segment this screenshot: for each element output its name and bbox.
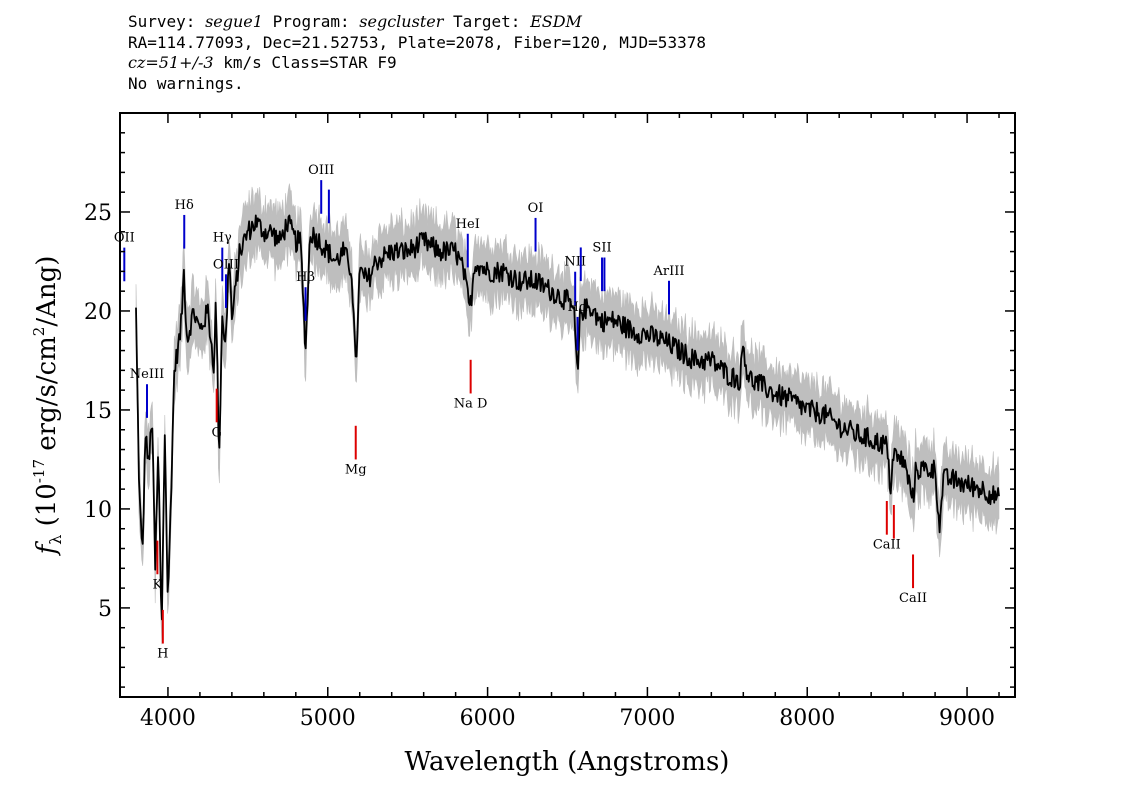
line-label-caii-23: CaII xyxy=(899,591,927,606)
line-label-k-16: K xyxy=(153,577,163,592)
y-tick-label-5: 5 xyxy=(98,597,112,622)
line-label-sii-13: SII xyxy=(592,241,611,256)
y-axis-label: fλ (10-17 erg/s/cm2/Ang) xyxy=(30,256,65,557)
header-warnings: No warnings. xyxy=(128,73,244,93)
ylabel-exp: -17 xyxy=(30,459,48,483)
line-label-h-5: Hβ xyxy=(296,270,315,285)
spectral-line-markers: OII NeIII Hδ Hγ OIII Hβ OIII HeI OI NII Hα SII ArIII… xyxy=(114,163,927,661)
line-label-hei-8: HeI xyxy=(456,217,480,232)
x-tick-label-9000: 9000 xyxy=(939,706,995,731)
survey-label: Survey: xyxy=(128,12,196,31)
flux-line xyxy=(135,214,1000,621)
line-label-h-11: Hα xyxy=(568,300,588,315)
y-tick-label-10: 10 xyxy=(84,498,112,523)
line-label-neiii-1: NeIII xyxy=(130,367,164,382)
x-tick-label-5000: 5000 xyxy=(300,706,356,731)
survey-value: segue1 xyxy=(205,12,263,31)
header-line-1: Survey: segue1 Program: segcluster Targe… xyxy=(128,12,706,33)
ylabel-lambda: λ xyxy=(46,535,65,545)
error-band-area xyxy=(135,183,1000,645)
error-band xyxy=(135,183,1000,645)
y-tick-label-15: 15 xyxy=(84,399,112,424)
header-line-3: cz=51+/-3 km/s Class=STAR F9 xyxy=(128,53,706,74)
line-label-oiii-4: OIII xyxy=(213,257,239,272)
y-axis-label-text: fλ (10-17 erg/s/cm2/Ang) xyxy=(30,256,65,557)
line-label-mg-19: Mg xyxy=(345,462,367,477)
x-tick-label-8000: 8000 xyxy=(779,706,835,731)
ylabel-close: /Ang) xyxy=(32,256,62,327)
plot-frame xyxy=(119,112,1016,698)
program-label: Program: xyxy=(272,12,350,31)
redshift-value: cz=51+/-3 xyxy=(128,53,214,72)
ylabel-exp2: 2 xyxy=(30,327,48,337)
y-tick-label-20: 20 xyxy=(84,300,112,325)
line-label-g-18: G xyxy=(211,425,221,440)
line-label-h-17: H xyxy=(157,647,168,662)
line-label-h-3: Hγ xyxy=(213,231,232,246)
flux-series-line xyxy=(135,214,1000,621)
target-label: Target: xyxy=(453,12,521,31)
line-label-nii-10: NII xyxy=(564,255,586,270)
ylabel-units: erg/s/cm xyxy=(32,336,62,459)
program-value: segcluster xyxy=(359,12,444,31)
line-label-caii-21: CaII xyxy=(873,538,901,553)
class-text: km/s Class=STAR F9 xyxy=(223,53,397,72)
x-tick-label-4000: 4000 xyxy=(140,706,196,731)
ylabel-open: (10 xyxy=(32,483,62,535)
line-label-oi-9: OI xyxy=(528,201,544,216)
line-label-oii-0: OII xyxy=(114,231,135,246)
target-value: ESDM xyxy=(530,12,582,31)
header-coords: RA=114.77093, Dec=21.52753, Plate=2078, … xyxy=(128,32,706,52)
x-tick-label-6000: 6000 xyxy=(460,706,516,731)
line-label-h-2: Hδ xyxy=(175,198,194,213)
line-label-ariii-15: ArIII xyxy=(652,264,684,279)
line-label-nad-20: Na D xyxy=(454,396,488,411)
spectrum-header: Survey: segue1 Program: segcluster Targe… xyxy=(128,12,706,94)
x-tick-label-7000: 7000 xyxy=(619,706,675,731)
axes: 4000 5000 6000 7000 8000 9000 5 10 15 20 25 xyxy=(84,113,1015,731)
y-tick-label-25: 25 xyxy=(84,201,112,226)
x-axis-label: Wavelength (Angstroms) xyxy=(405,747,730,777)
line-label-oiii-6: OIII xyxy=(308,163,334,178)
